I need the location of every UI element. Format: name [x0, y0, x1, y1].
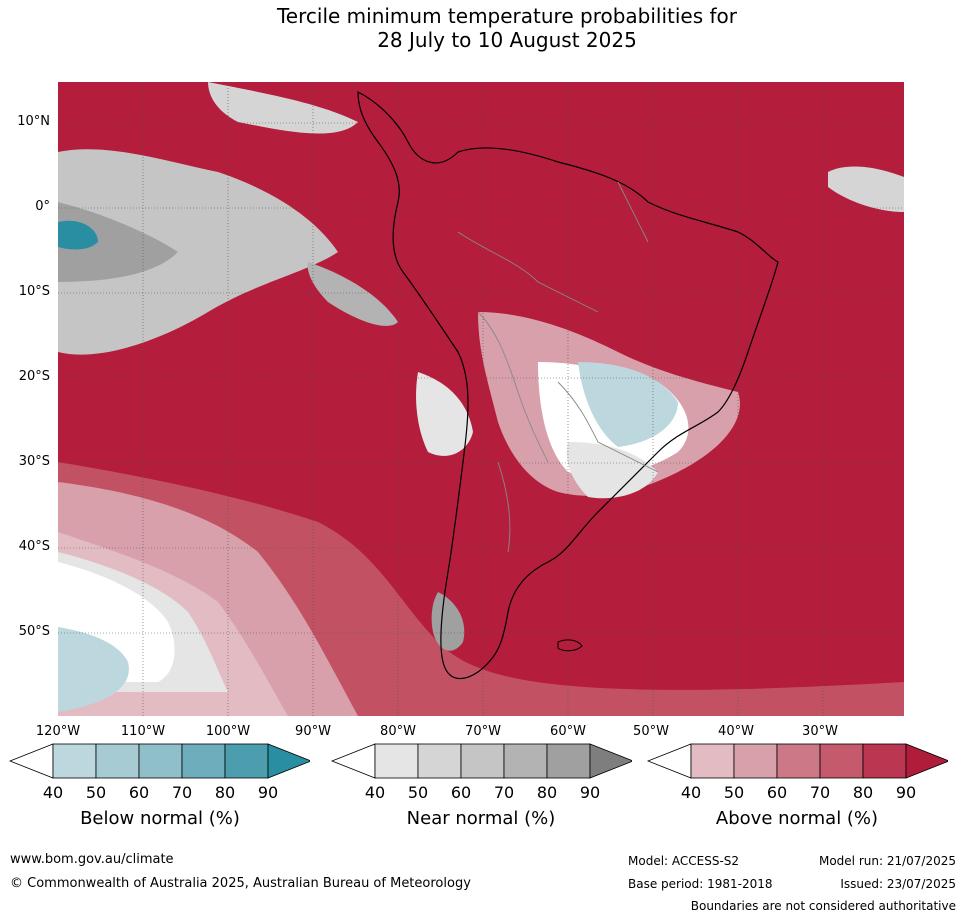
- below-normal-zone-sw: [58, 627, 129, 712]
- colorbar-segment: [546, 743, 591, 779]
- colorbar-segment: [181, 743, 226, 779]
- near-normal-dark-zone: [58, 202, 178, 282]
- colorbar-segment: [690, 743, 735, 779]
- lon-label-70w: 70°W: [465, 724, 501, 739]
- lon-label-80w: 80°W: [380, 724, 416, 739]
- lon-label-110w: 110°W: [120, 724, 166, 739]
- tick-label: 70: [493, 783, 515, 802]
- title-line-1: Tercile minimum temperature probabilitie…: [276, 4, 738, 28]
- lat-label-20s: 20°S: [18, 369, 50, 384]
- colorbar-segment: [460, 743, 505, 779]
- tick-label: 70: [809, 783, 831, 802]
- footer-model: Model: ACCESS-S2: [628, 854, 740, 868]
- colorbar-segment: [819, 743, 864, 779]
- footer-disclaimer: Boundaries are not considered authoritat…: [690, 899, 956, 913]
- lon-label-60w: 60°W: [550, 724, 586, 739]
- colorbar-segment: [862, 743, 907, 779]
- tick-label: 60: [450, 783, 472, 802]
- falkland-islands: [557, 639, 583, 652]
- colorbar-title-below: Below normal (%): [80, 808, 240, 829]
- footer-issued: Issued: 23/07/2025: [840, 877, 956, 891]
- tick-label: 50: [407, 783, 429, 802]
- colorbar-title-near: Near normal (%): [406, 808, 556, 829]
- near-normal-zone-uruguay: [566, 442, 658, 499]
- tick-label: 80: [214, 783, 236, 802]
- footer-copyright: © Commonwealth of Australia 2025, Austra…: [10, 876, 471, 891]
- near-normal-zone-andes: [416, 372, 473, 456]
- colorbar-arrow-high: [267, 743, 310, 779]
- tick-label: 60: [766, 783, 788, 802]
- near-normal-zone-peru: [307, 262, 398, 326]
- lon-label-100w: 100°W: [205, 724, 251, 739]
- near-normal-zone-atlantic: [828, 166, 904, 212]
- lon-label-120w: 120°W: [35, 724, 81, 739]
- lat-label-30s: 30°S: [18, 454, 50, 469]
- below-normal-zone-brazil: [578, 362, 678, 447]
- colorbar-arrow-low: [330, 743, 376, 779]
- tick-label: 80: [536, 783, 558, 802]
- colorbar-below-normal: [8, 743, 310, 779]
- colorbar-arrow-low: [8, 743, 54, 779]
- tick-label: 90: [579, 783, 601, 802]
- colorbar-segment: [374, 743, 419, 779]
- lon-label-40w: 40°W: [718, 724, 754, 739]
- colorbar-segment: [224, 743, 269, 779]
- below-normal-zone-pacific: [58, 220, 98, 250]
- chart-title: Tercile minimum temperature probabilitie…: [0, 4, 965, 52]
- tick-label: 80: [852, 783, 874, 802]
- colorbar-segment: [138, 743, 183, 779]
- graticule: [58, 82, 904, 716]
- colorbar-near-normal: [330, 743, 632, 779]
- colorbar-above-normal: [646, 743, 948, 779]
- colorbar-title-above: Above normal (%): [715, 808, 879, 829]
- tick-label: 70: [171, 783, 193, 802]
- footer-model-run: Model run: 21/07/2025: [818, 854, 956, 868]
- footer-base-period: Base period: 1981-2018: [628, 877, 773, 891]
- near-normal-zone-north: [208, 82, 358, 134]
- colorbar-arrow-low: [646, 743, 692, 779]
- colorbar-segment: [95, 743, 140, 779]
- colorbar-arrow-high: [905, 743, 948, 779]
- colorbar-arrow-high: [589, 743, 632, 779]
- tick-label: 90: [895, 783, 917, 802]
- map-canvas: [58, 82, 904, 716]
- tick-label: 50: [723, 783, 745, 802]
- lat-label-10s: 10°S: [18, 284, 50, 299]
- near-normal-zone-patagonia: [431, 592, 465, 651]
- colorbar-segment: [733, 743, 778, 779]
- probability-map: [58, 82, 904, 716]
- lon-label-50w: 50°W: [633, 724, 669, 739]
- colorbar-segment: [52, 743, 97, 779]
- colorbar-segment: [503, 743, 548, 779]
- near-normal-zone-pacific: [58, 149, 338, 355]
- country-borders: [457, 181, 659, 553]
- footer-url: www.bom.gov.au/climate: [10, 852, 174, 867]
- tick-label: 60: [128, 783, 150, 802]
- colorbar-segment: [776, 743, 821, 779]
- tick-label: 40: [42, 783, 64, 802]
- colorbar-segment: [417, 743, 462, 779]
- lat-label-0: 0°: [35, 199, 50, 214]
- lat-label-40s: 40°S: [18, 539, 50, 554]
- tick-label: 40: [680, 783, 702, 802]
- lat-label-50s: 50°S: [18, 624, 50, 639]
- lon-label-90w: 90°W: [295, 724, 331, 739]
- tick-label: 40: [364, 783, 386, 802]
- lat-label-10n: 10°N: [17, 114, 50, 129]
- title-line-2: 28 July to 10 August 2025: [377, 28, 637, 52]
- tick-label: 90: [257, 783, 279, 802]
- tick-label: 50: [85, 783, 107, 802]
- south-america-coastline: [357, 91, 779, 680]
- lon-label-30w: 30°W: [802, 724, 838, 739]
